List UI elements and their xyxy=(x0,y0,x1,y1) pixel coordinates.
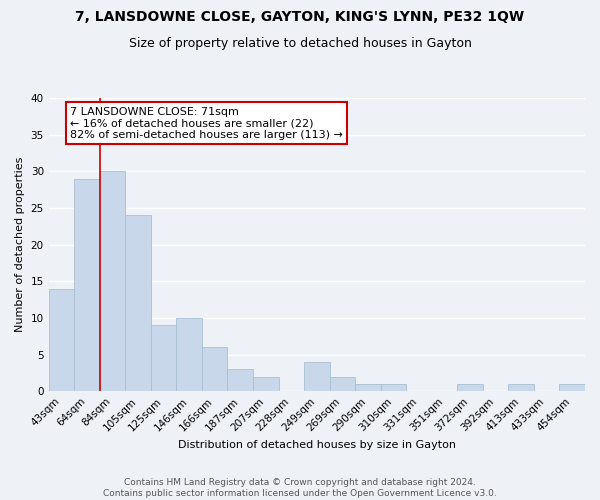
X-axis label: Distribution of detached houses by size in Gayton: Distribution of detached houses by size … xyxy=(178,440,456,450)
Bar xyxy=(125,216,151,392)
Bar xyxy=(202,348,227,392)
Bar xyxy=(380,384,406,392)
Bar xyxy=(457,384,483,392)
Bar xyxy=(355,384,380,392)
Bar xyxy=(304,362,329,392)
Text: Size of property relative to detached houses in Gayton: Size of property relative to detached ho… xyxy=(128,38,472,51)
Y-axis label: Number of detached properties: Number of detached properties xyxy=(15,157,25,332)
Bar xyxy=(151,326,176,392)
Bar xyxy=(176,318,202,392)
Bar xyxy=(559,384,585,392)
Text: 7, LANSDOWNE CLOSE, GAYTON, KING'S LYNN, PE32 1QW: 7, LANSDOWNE CLOSE, GAYTON, KING'S LYNN,… xyxy=(76,10,524,24)
Bar xyxy=(508,384,534,392)
Bar xyxy=(227,370,253,392)
Bar xyxy=(100,172,125,392)
Bar xyxy=(329,376,355,392)
Bar xyxy=(49,288,74,392)
Text: Contains HM Land Registry data © Crown copyright and database right 2024.
Contai: Contains HM Land Registry data © Crown c… xyxy=(103,478,497,498)
Text: 7 LANSDOWNE CLOSE: 71sqm
← 16% of detached houses are smaller (22)
82% of semi-d: 7 LANSDOWNE CLOSE: 71sqm ← 16% of detach… xyxy=(70,107,343,140)
Bar xyxy=(74,178,100,392)
Bar xyxy=(253,376,278,392)
